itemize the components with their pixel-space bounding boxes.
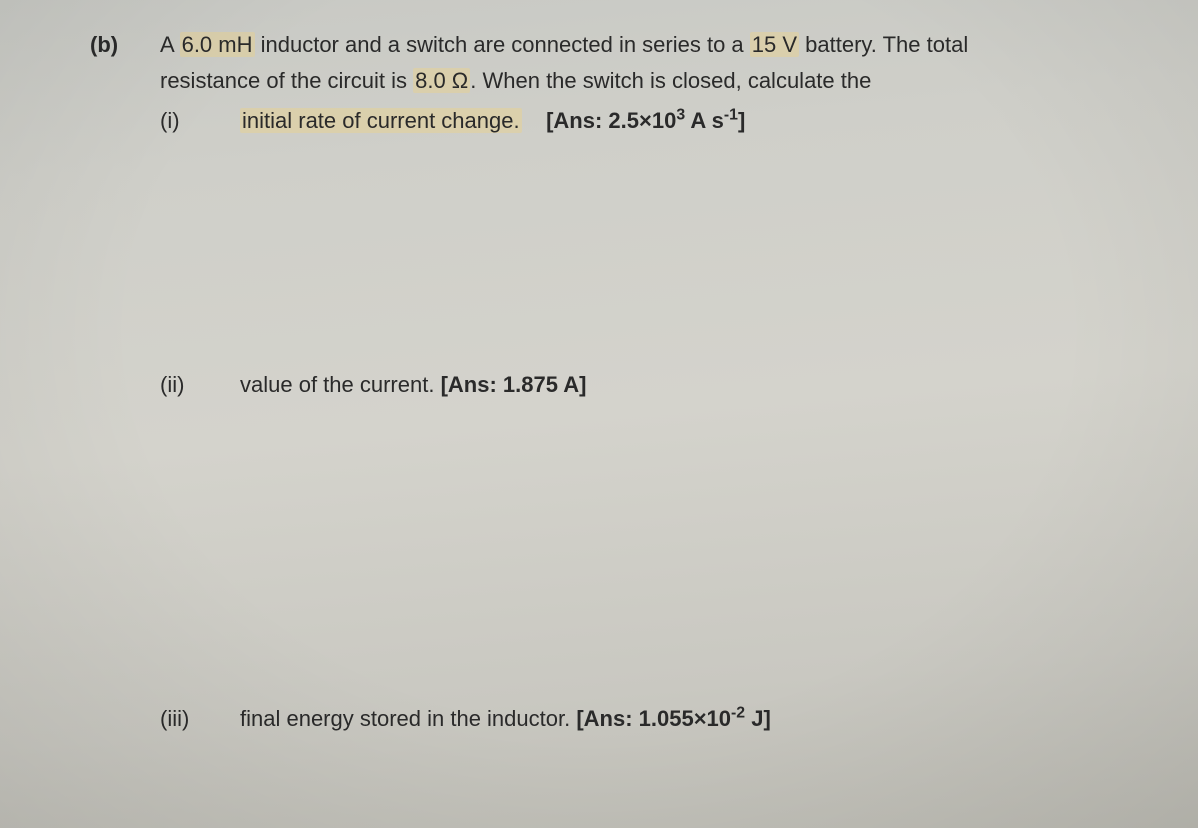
subpart-iii: (iii) final energy stored in the inducto… — [160, 702, 1138, 736]
subpart-i-body: initial rate of current change. [Ans: 2.… — [240, 104, 1138, 138]
highlight-question-i: initial rate of current change. — [240, 108, 522, 133]
intro-text: battery. The total — [799, 32, 968, 57]
answer-ii: [Ans: 1.875 A] — [441, 372, 587, 397]
answer-text: A s — [685, 108, 724, 133]
subpart-i-label: (i) — [160, 104, 240, 138]
answer-text: J] — [745, 706, 771, 731]
answer-text: [Ans: 1.055×10 — [576, 706, 731, 731]
answer-superscript: -1 — [724, 107, 738, 124]
intro-line-1: A 6.0 mH inductor and a switch are conne… — [160, 28, 1138, 62]
question-iii-text: final energy stored in the inductor. — [240, 706, 576, 731]
answer-text: [Ans: 2.5×10 — [546, 108, 676, 133]
answer-superscript: -2 — [731, 705, 745, 722]
answer-iii: [Ans: 1.055×10-2 J] — [576, 706, 770, 731]
part-b-label: (b) — [90, 28, 160, 62]
highlight-voltage: 15 V — [750, 32, 799, 57]
intro-text: . When the switch is closed, calculate t… — [470, 68, 871, 93]
intro-text: A — [160, 32, 180, 57]
question-ii-text: value of the current. — [240, 372, 441, 397]
subpart-ii-body: value of the current. [Ans: 1.875 A] — [240, 368, 1138, 402]
part-b-row: (b) A 6.0 mH inductor and a switch are c… — [90, 28, 1138, 736]
highlight-inductance: 6.0 mH — [180, 32, 255, 57]
spacer — [528, 108, 540, 133]
intro-line-2: resistance of the circuit is 8.0 Ω. When… — [160, 64, 1138, 98]
subpart-iii-body: final energy stored in the inductor. [An… — [240, 702, 1138, 736]
answer-superscript: 3 — [676, 107, 685, 124]
answer-i: [Ans: 2.5×103 A s-1] — [546, 108, 745, 133]
highlight-resistance: 8.0 Ω — [413, 68, 470, 93]
document-page: (b) A 6.0 mH inductor and a switch are c… — [0, 0, 1198, 776]
intro-text: inductor and a switch are connected in s… — [255, 32, 750, 57]
intro-text: resistance of the circuit is — [160, 68, 413, 93]
subpart-i: (i) initial rate of current change. [Ans… — [160, 104, 1138, 138]
part-b-body: A 6.0 mH inductor and a switch are conne… — [160, 28, 1138, 736]
answer-text: ] — [738, 108, 745, 133]
subpart-iii-label: (iii) — [160, 702, 240, 736]
subpart-ii: (ii) value of the current. [Ans: 1.875 A… — [160, 368, 1138, 402]
subpart-ii-label: (ii) — [160, 368, 240, 402]
